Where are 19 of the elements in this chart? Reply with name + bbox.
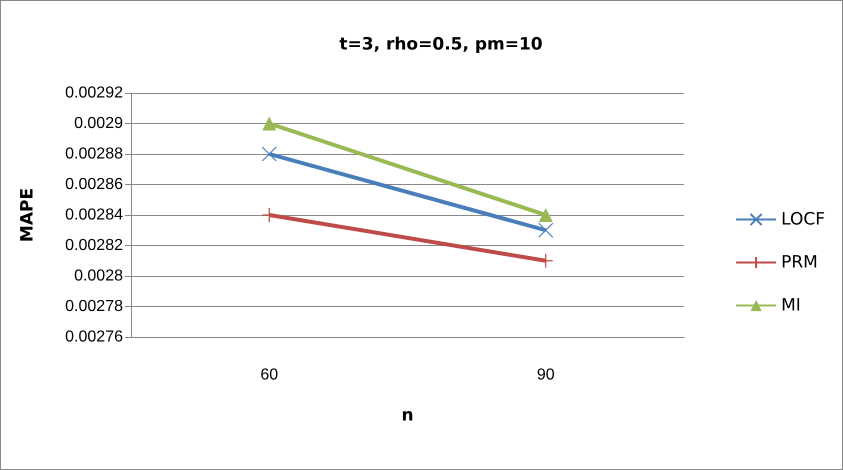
x-tick-label: 60 xyxy=(260,366,278,384)
point xyxy=(262,146,277,162)
point xyxy=(538,222,554,238)
y-tick-label: 0.00288 xyxy=(65,146,124,162)
legend-label: PRM xyxy=(781,252,818,272)
y-axis-title: MAPE xyxy=(18,188,38,242)
y-tick-label: 0.00276 xyxy=(65,328,124,346)
y-tick-label: 0.00282 xyxy=(65,237,124,254)
y-tick-label: 0.0029 xyxy=(74,115,124,132)
y-tick-label: 0.00292 xyxy=(65,84,124,102)
legend-label: LOCF xyxy=(781,210,826,230)
y-tick-label: 0.00284 xyxy=(65,206,124,224)
y-tick-label: 0.0028 xyxy=(74,268,124,284)
x-axis-title: n xyxy=(401,406,414,426)
y-tick-label: 0.00286 xyxy=(65,176,124,193)
chart-title: t=3, rho=0.5, pm=10 xyxy=(339,34,543,54)
legend-label: MI xyxy=(781,296,801,316)
x-tick-label: 90 xyxy=(536,366,555,384)
y-tick-label: 0.00278 xyxy=(65,298,124,315)
